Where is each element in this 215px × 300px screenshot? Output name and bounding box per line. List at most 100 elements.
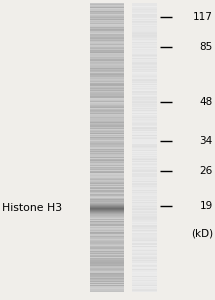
Bar <box>132 217 157 218</box>
Bar <box>90 20 124 22</box>
Bar <box>132 226 157 228</box>
Bar <box>90 22 124 24</box>
Bar <box>132 186 157 188</box>
Bar <box>90 56 124 57</box>
Bar <box>90 250 124 251</box>
Bar <box>132 248 157 249</box>
Bar <box>90 40 124 42</box>
Bar <box>132 263 157 265</box>
Bar <box>132 271 157 272</box>
Bar <box>132 180 157 182</box>
Bar <box>132 189 157 190</box>
Bar <box>132 262 157 263</box>
Bar <box>132 184 157 185</box>
Bar <box>132 39 157 40</box>
Bar <box>132 145 157 146</box>
Bar <box>132 121 157 122</box>
Bar <box>90 60 124 61</box>
Bar <box>90 172 124 173</box>
Bar <box>90 239 124 240</box>
Bar <box>132 138 157 139</box>
Bar <box>132 117 157 118</box>
Bar <box>132 146 157 147</box>
Bar <box>90 106 124 107</box>
Bar <box>90 163 124 164</box>
Bar <box>90 133 124 134</box>
Bar <box>90 168 124 169</box>
Bar <box>132 133 157 134</box>
Bar <box>90 199 124 200</box>
Bar <box>132 278 157 280</box>
Text: Histone H3: Histone H3 <box>2 203 62 214</box>
Bar <box>90 53 124 55</box>
Bar <box>132 105 157 106</box>
Bar <box>132 20 157 22</box>
Bar <box>90 100 124 102</box>
Bar <box>132 118 157 120</box>
Bar <box>132 159 157 160</box>
Bar <box>90 4 124 5</box>
Bar <box>90 13 124 14</box>
Bar <box>132 256 157 258</box>
Bar <box>90 125 124 127</box>
Bar <box>90 189 124 190</box>
Bar <box>90 146 124 148</box>
Bar <box>90 205 124 206</box>
Bar <box>132 5 157 6</box>
Bar <box>132 26 157 28</box>
Bar <box>132 247 157 248</box>
Bar <box>132 64 157 65</box>
Bar <box>132 8 157 9</box>
Bar <box>132 102 157 104</box>
Bar <box>90 45 124 47</box>
Bar <box>132 67 157 68</box>
Bar <box>90 238 124 239</box>
Bar <box>90 83 124 84</box>
Bar <box>90 205 124 207</box>
Bar <box>132 183 157 184</box>
Bar <box>132 128 157 130</box>
Bar <box>132 207 157 208</box>
Bar <box>90 74 124 76</box>
Bar <box>132 209 157 211</box>
Bar <box>90 288 124 290</box>
Bar <box>90 68 124 70</box>
Bar <box>132 282 157 284</box>
Bar <box>90 124 124 126</box>
Bar <box>90 210 124 212</box>
Bar <box>132 127 157 129</box>
Bar <box>90 166 124 167</box>
Bar <box>132 68 157 69</box>
Bar <box>90 62 124 63</box>
Bar <box>90 281 124 283</box>
Bar <box>90 270 124 271</box>
Bar <box>132 9 157 10</box>
Bar <box>132 211 157 212</box>
Bar <box>90 122 124 123</box>
Bar <box>90 71 124 73</box>
Bar <box>132 99 157 101</box>
Bar <box>132 281 157 283</box>
Bar <box>132 70 157 71</box>
Bar <box>132 35 157 36</box>
Bar <box>132 33 157 34</box>
Bar <box>132 46 157 48</box>
Bar <box>132 31 157 32</box>
Bar <box>90 33 124 34</box>
Bar <box>90 167 124 168</box>
Bar <box>90 262 124 263</box>
Bar <box>90 211 124 212</box>
Bar <box>90 51 124 52</box>
Bar <box>132 100 157 102</box>
Bar <box>90 90 124 91</box>
Bar <box>90 202 124 203</box>
Bar <box>90 7 124 8</box>
Bar <box>132 22 157 24</box>
Bar <box>90 70 124 72</box>
Bar <box>90 91 124 92</box>
Bar <box>132 143 157 144</box>
Bar <box>132 23 157 25</box>
Bar <box>90 268 124 269</box>
Bar <box>132 123 157 125</box>
Bar <box>132 82 157 83</box>
